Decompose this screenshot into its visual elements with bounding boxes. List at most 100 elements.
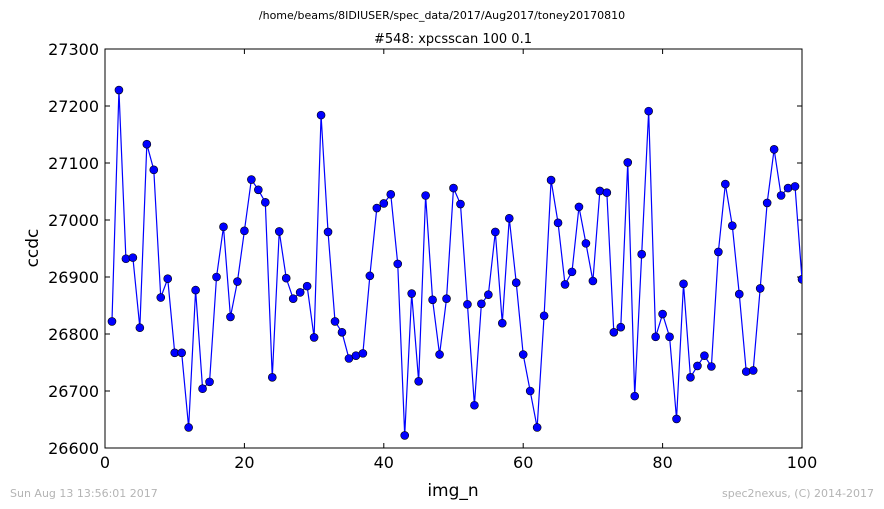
- data-point: [532, 423, 542, 432]
- data-point: [484, 290, 493, 299]
- data-point: [163, 274, 173, 284]
- data-point: [267, 373, 277, 382]
- x-tick-label: 80: [652, 453, 672, 472]
- data-point: [679, 279, 688, 289]
- data-point: [414, 377, 423, 386]
- data-point: [212, 272, 221, 282]
- data-point: [734, 289, 744, 299]
- data-point: [330, 317, 340, 326]
- data-point: [421, 191, 430, 200]
- data-point: [372, 203, 382, 213]
- plot-area: [104, 48, 803, 449]
- data-point: [651, 332, 660, 342]
- data-point: [581, 239, 591, 248]
- data-point: [560, 280, 570, 289]
- data-point: [435, 350, 444, 359]
- y-tick-label: 27000: [48, 211, 99, 230]
- data-point: [727, 221, 737, 230]
- data-point: [428, 295, 437, 305]
- data-point: [686, 373, 695, 382]
- x-tick-label: 0: [100, 453, 110, 472]
- data-point: [177, 348, 186, 358]
- data-point: [741, 367, 751, 376]
- footer-timestamp: Sun Aug 13 13:56:01 2017: [10, 487, 158, 500]
- data-point: [323, 227, 333, 237]
- data-point: [393, 259, 403, 269]
- data-point: [700, 351, 709, 360]
- data-point: [497, 318, 507, 328]
- data-point: [365, 271, 375, 281]
- data-point: [114, 85, 124, 95]
- data-point: [358, 349, 368, 358]
- data-point: [693, 361, 702, 371]
- data-point: [595, 186, 605, 196]
- data-point: [247, 175, 256, 184]
- data-point: [707, 362, 716, 371]
- figure-suptitle: /home/beams/8IDIUSER/spec_data/2017/Aug2…: [259, 9, 625, 22]
- data-point: [769, 145, 779, 154]
- x-tick-label: 40: [374, 453, 394, 472]
- series-line: [111, 90, 802, 436]
- data-point: [191, 285, 200, 295]
- data-point: [205, 377, 214, 387]
- data-point: [456, 199, 465, 209]
- data-point: [658, 309, 667, 319]
- data-point: [470, 400, 479, 410]
- data-point: [783, 183, 793, 193]
- data-point: [672, 414, 681, 424]
- data-point: [623, 158, 633, 167]
- data-point: [463, 300, 472, 309]
- data-point: [714, 247, 723, 257]
- data-point: [637, 249, 646, 259]
- y-axis-label: ccdc: [23, 229, 43, 268]
- data-point: [553, 218, 563, 228]
- y-tick-label: 27100: [48, 154, 99, 173]
- data-point: [755, 284, 765, 293]
- data-point: [588, 276, 598, 286]
- y-tick-label: 27300: [48, 40, 99, 59]
- y-tick-label: 27200: [48, 97, 99, 116]
- data-point: [274, 227, 284, 236]
- data-point: [574, 202, 584, 212]
- data-point: [442, 294, 451, 303]
- data-point: [254, 185, 263, 195]
- data-point: [665, 332, 674, 342]
- data-point: [491, 227, 500, 237]
- data-point: [309, 333, 319, 342]
- data-point: [302, 281, 312, 291]
- data-point: [135, 323, 145, 333]
- data-point: [407, 289, 416, 298]
- data-point: [121, 254, 131, 264]
- data-point: [609, 327, 619, 337]
- data-point: [762, 198, 772, 208]
- data-point: [281, 273, 291, 283]
- x-tick-label: 60: [513, 453, 533, 472]
- data-point: [337, 327, 347, 337]
- data-point: [386, 190, 396, 199]
- data-point: [400, 431, 410, 440]
- data-point: [184, 423, 193, 432]
- data-point: [295, 288, 305, 297]
- data-point: [748, 366, 758, 375]
- x-tick-label: 20: [234, 453, 254, 472]
- data-point: [107, 317, 117, 326]
- data-point: [149, 165, 159, 175]
- data-point: [261, 198, 270, 207]
- data-point: [776, 191, 786, 200]
- y-tick-label: 26600: [48, 439, 99, 458]
- data-point: [316, 110, 326, 120]
- data-point: [630, 391, 640, 401]
- data-point: [525, 386, 535, 396]
- data-point: [449, 183, 458, 193]
- data-point: [518, 350, 528, 359]
- data-point: [721, 179, 730, 189]
- data-point: [379, 199, 389, 208]
- data-point: [226, 312, 235, 322]
- footer-credit: spec2nexus, (C) 2014-2017: [722, 487, 874, 500]
- series-group: [107, 85, 802, 440]
- y-tick-label: 26900: [48, 268, 99, 287]
- data-point: [790, 182, 800, 191]
- data-point: [616, 322, 626, 332]
- data-point: [504, 213, 514, 223]
